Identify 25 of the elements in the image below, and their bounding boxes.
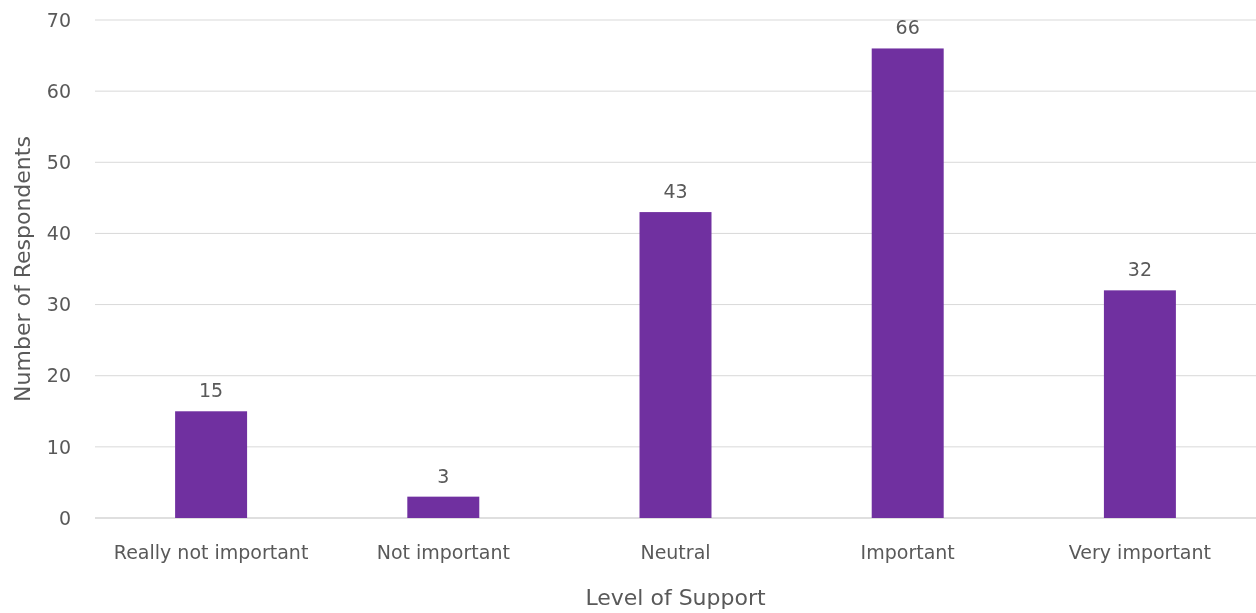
bar xyxy=(407,496,480,518)
x-tick-label: Neutral xyxy=(640,541,711,563)
y-tick-label: 0 xyxy=(58,506,71,529)
x-tick-label: Really not important xyxy=(113,541,309,563)
bar xyxy=(175,411,248,518)
y-tick-label: 70 xyxy=(46,8,71,31)
x-tick-label: Very important xyxy=(1068,541,1211,563)
x-axis-title: Level of Support xyxy=(585,585,766,610)
y-axis-title: Number of Respondents xyxy=(10,136,35,402)
y-tick-label: 10 xyxy=(46,435,71,458)
data-label: 43 xyxy=(663,180,688,203)
data-label: 32 xyxy=(1127,258,1152,281)
bar xyxy=(639,212,712,518)
data-label: 66 xyxy=(895,16,920,39)
data-label: 3 xyxy=(437,464,450,487)
y-tick-label: 50 xyxy=(46,150,71,173)
y-tick-label: 40 xyxy=(46,222,71,245)
data-label: 15 xyxy=(199,379,224,402)
bar xyxy=(871,48,944,518)
x-tick-label: Not important xyxy=(376,541,510,563)
x-tick-label: Important xyxy=(860,541,955,563)
y-tick-label: 20 xyxy=(46,364,71,387)
bar xyxy=(1103,290,1176,518)
y-tick-label: 60 xyxy=(46,79,71,102)
y-tick-label: 30 xyxy=(46,293,71,316)
